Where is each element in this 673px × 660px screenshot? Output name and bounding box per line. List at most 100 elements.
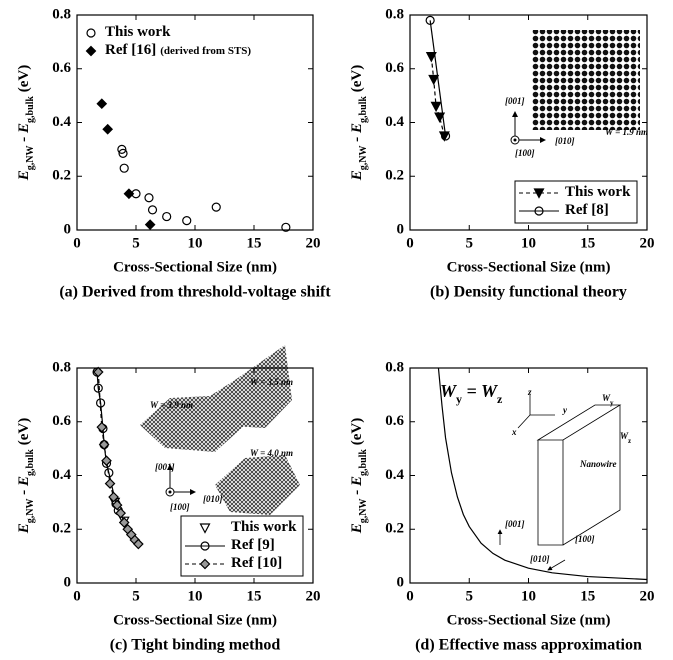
legend-label: Ref [9] <box>231 537 275 553</box>
annotation: y <box>562 405 568 415</box>
point <box>95 398 106 408</box>
annotation: [100] <box>515 148 535 158</box>
x-tick-label: 0 <box>406 588 414 604</box>
series-line <box>96 371 119 511</box>
y-tick-label: 0.2 <box>385 521 404 537</box>
annotation: [001] <box>505 519 525 529</box>
point <box>98 439 110 450</box>
y-tick-label: 0.4 <box>385 467 404 483</box>
annotation: W = 4.0 nm <box>250 448 293 458</box>
y-tick-label: 0 <box>397 221 405 237</box>
annotation: [100] <box>170 502 190 512</box>
y-axis-label: Eg,NW - Eg,bulk (eV) <box>349 65 368 181</box>
legend-marker <box>85 45 97 57</box>
point <box>118 148 128 159</box>
legend-label: This work <box>231 519 297 535</box>
y-tick-label: 0.4 <box>52 114 71 130</box>
point <box>147 205 158 215</box>
text-part: (eV) <box>16 65 32 96</box>
inset-wires <box>140 345 300 515</box>
text-part: E <box>349 523 365 534</box>
point <box>92 366 104 378</box>
x-tick-label: 10 <box>521 588 536 604</box>
legend-label: This work <box>565 184 631 200</box>
x-tick-label: 5 <box>132 235 140 251</box>
x-tick-label: 0 <box>73 588 81 604</box>
annotation: Wy = Wz <box>440 381 503 406</box>
point <box>108 491 119 503</box>
subscript: z <box>497 392 503 406</box>
point <box>102 123 114 135</box>
caption: (b) Density functional theory <box>430 284 627 301</box>
y-axis-label: Eg,NW - Eg,bulk (eV) <box>349 418 368 534</box>
x-axis-label: Cross-Sectional Size (nm) <box>113 612 277 628</box>
y-tick-label: 0.8 <box>385 359 404 375</box>
y-axis-label: Eg,NW - Eg,bulk (eV) <box>16 65 35 181</box>
legend-marker <box>199 523 211 534</box>
x-axis-label: Cross-Sectional Size (nm) <box>447 259 611 275</box>
y-tick-label: 0.6 <box>52 413 71 429</box>
legend-note: (derived from STS) <box>160 45 251 57</box>
legend-marker <box>86 28 96 38</box>
point <box>133 538 144 550</box>
annotation: [001] <box>155 462 175 472</box>
annotation: x <box>511 427 517 437</box>
text-part: W <box>602 393 611 403</box>
x-tick-label: 20 <box>306 235 321 251</box>
annotation: [001] <box>505 96 525 106</box>
annotation: [010] <box>555 136 575 146</box>
subscript: g,NW <box>25 145 36 170</box>
x-tick-label: 20 <box>640 235 655 251</box>
subscript: g,NW <box>25 498 36 523</box>
annotation: [010] <box>530 554 550 564</box>
point <box>211 202 221 212</box>
point <box>428 74 440 86</box>
caption: (a) Derived from threshold-voltage shift <box>59 284 331 301</box>
subscript: g,bulk <box>25 96 36 123</box>
point <box>115 507 127 519</box>
legend-label: This work <box>105 24 171 40</box>
text-part: - E <box>349 123 365 146</box>
x-axis-label: Cross-Sectional Size (nm) <box>113 259 277 275</box>
point <box>281 222 291 232</box>
point <box>117 144 127 154</box>
legend-marker <box>199 558 211 570</box>
legend-text: Ref [10] <box>231 555 282 571</box>
point <box>434 112 446 123</box>
point <box>111 499 123 511</box>
y-tick-label: 0.6 <box>52 60 71 76</box>
series-line <box>437 367 648 581</box>
y-tick-label: 0.4 <box>52 467 71 483</box>
text-part: E <box>16 523 32 534</box>
series-line <box>429 20 447 137</box>
x-tick-label: 10 <box>188 235 203 251</box>
annotation: Nanowire <box>579 459 617 469</box>
point <box>162 211 172 222</box>
y-tick-label: 0 <box>64 574 72 590</box>
x-tick-label: 20 <box>306 588 321 604</box>
subscript: g,bulk <box>25 449 36 476</box>
y-tick-label: 0.8 <box>52 359 71 375</box>
text-part: E <box>349 170 365 181</box>
subscript: y <box>610 399 614 407</box>
annotation: W = 3.9 nm <box>150 400 193 410</box>
legend-text: This work <box>105 24 171 40</box>
x-tick-label: 5 <box>466 235 474 251</box>
annotation: W = 3.5 nm <box>250 377 293 387</box>
subscript: g,bulk <box>358 449 369 476</box>
text-part: - E <box>16 476 32 499</box>
point <box>119 163 129 173</box>
legend-label: Ref [10] <box>231 555 282 571</box>
point <box>430 101 442 113</box>
y-tick-label: 0.8 <box>52 6 71 22</box>
annotation: [010] <box>203 494 223 504</box>
inset-lattice <box>510 30 640 145</box>
y-tick-label: 0.2 <box>385 168 404 184</box>
subscript: z <box>628 437 631 445</box>
text-part: (eV) <box>349 65 365 96</box>
subscript: y <box>456 392 462 406</box>
y-tick-label: 0.2 <box>52 521 71 537</box>
legend-text: This work <box>231 519 297 535</box>
point <box>425 15 435 25</box>
